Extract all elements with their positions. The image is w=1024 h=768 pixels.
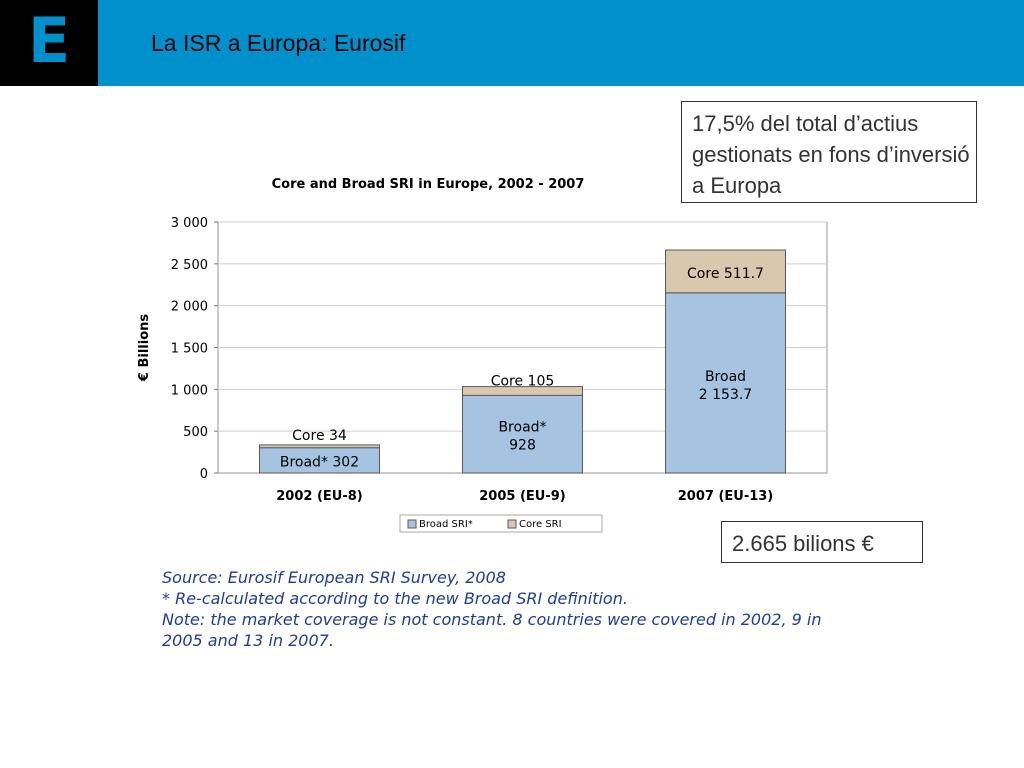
legend-swatch-core [507,519,517,529]
y-tick-label: 2 500 [171,258,208,273]
y-tick-label: 2 000 [171,300,208,315]
header-bar: E La ISR a Europa: Eurosif [0,0,1024,86]
logo: E [0,0,98,86]
y-axis-label: € Billions [137,314,152,382]
data-label-core: Core 105 [491,374,555,390]
data-label-broad: Broad* 928 [498,419,546,453]
x-tick-label: 2002 (EU-8) [276,489,362,504]
legend-box [399,514,603,533]
share-callout: 17,5% del total d’actius gestionats en f… [681,101,977,203]
legend-swatch-broad [407,519,417,529]
bar-core [259,444,380,449]
x-tick-label: 2005 (EU-9) [479,489,565,504]
bar-core [665,249,786,294]
sri-bar-chart: Core and Broad SRI in Europe, 2002 - 200… [137,177,828,533]
chart-title: Core and Broad SRI in Europe, 2002 - 200… [272,177,585,192]
y-tick-label: 500 [183,425,208,440]
legend-label-core: Core SRI [519,519,562,530]
legend-label-broad: Broad SRI* [419,519,473,530]
data-label-broad: Broad 2 153.7 [699,369,752,403]
y-tick-label: 1 000 [171,383,208,398]
data-label-core: Core 511.7 [687,266,764,282]
data-label-broad: Broad* 302 [280,454,359,470]
source-notes: Source: Eurosif European SRI Survey, 200… [162,567,862,651]
note-line: 2005 and 13 in 2007. [162,631,334,650]
y-tick-label: 1 500 [171,342,208,357]
data-label-core: Core 34 [292,428,347,444]
bar-broad [665,292,786,474]
note-line: Source: Eurosif European SRI Survey, 200… [162,568,506,587]
slide-title: La ISR a Europa: Eurosif [151,30,406,56]
y-tick-label: 3 000 [171,216,208,231]
note-line: Note: the market coverage is not constan… [162,610,822,629]
bar-core [462,386,583,396]
total-callout: 2.665 bilions € [721,521,923,563]
y-tick-label: 0 [200,467,208,482]
x-tick-label: 2007 (EU-13) [678,489,774,504]
bar-broad [259,447,380,474]
note-line: * Re-calculated according to the new Bro… [162,589,628,608]
bar-broad [462,394,583,474]
logo-letter: E [27,4,71,77]
